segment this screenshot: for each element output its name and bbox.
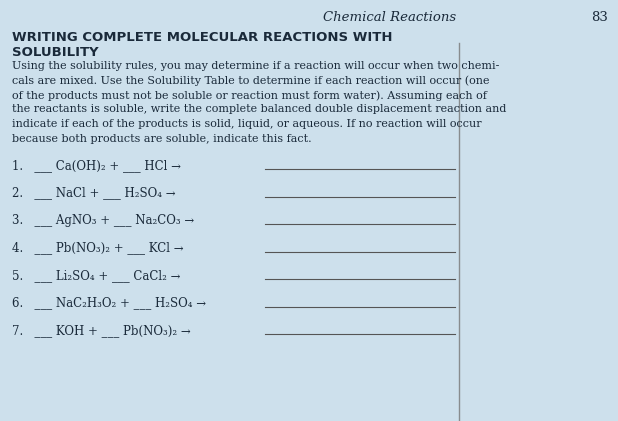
Text: 3.   ___ AgNO₃ + ___ Na₂CO₃ →: 3. ___ AgNO₃ + ___ Na₂CO₃ → (12, 214, 194, 227)
Text: because both products are soluble, indicate this fact.: because both products are soluble, indic… (12, 133, 311, 144)
Text: indicate if each of the products is solid, liquid, or aqueous. If no reaction wi: indicate if each of the products is soli… (12, 119, 481, 129)
Text: of the products must not be soluble or reaction must form water). Assuming each : of the products must not be soluble or r… (12, 90, 487, 101)
Text: 1.   ___ Ca(OH)₂ + ___ HCl →: 1. ___ Ca(OH)₂ + ___ HCl → (12, 159, 181, 172)
Text: SOLUBILITY: SOLUBILITY (12, 46, 99, 59)
Text: 2.   ___ NaCl + ___ H₂SO₄ →: 2. ___ NaCl + ___ H₂SO₄ → (12, 187, 176, 200)
Text: 7.   ___ KOH + ___ Pb(NO₃)₂ →: 7. ___ KOH + ___ Pb(NO₃)₂ → (12, 324, 191, 337)
Text: Chemical Reactions: Chemical Reactions (323, 11, 457, 24)
Text: Using the solubility rules, you may determine if a reaction will occur when two : Using the solubility rules, you may dete… (12, 61, 499, 71)
Text: 6.   ___ NaC₂H₃O₂ + ___ H₂SO₄ →: 6. ___ NaC₂H₃O₂ + ___ H₂SO₄ → (12, 296, 206, 309)
Text: WRITING COMPLETE MOLECULAR REACTIONS WITH: WRITING COMPLETE MOLECULAR REACTIONS WIT… (12, 31, 392, 44)
Text: cals are mixed. Use the Solubility Table to determine if each reaction will occu: cals are mixed. Use the Solubility Table… (12, 75, 489, 86)
Text: 83: 83 (591, 11, 608, 24)
Text: the reactants is soluble, write the complete balanced double displacement reacti: the reactants is soluble, write the comp… (12, 104, 506, 115)
Text: 4.   ___ Pb(NO₃)₂ + ___ KCl →: 4. ___ Pb(NO₃)₂ + ___ KCl → (12, 242, 184, 255)
Text: 5.   ___ Li₂SO₄ + ___ CaCl₂ →: 5. ___ Li₂SO₄ + ___ CaCl₂ → (12, 269, 180, 282)
